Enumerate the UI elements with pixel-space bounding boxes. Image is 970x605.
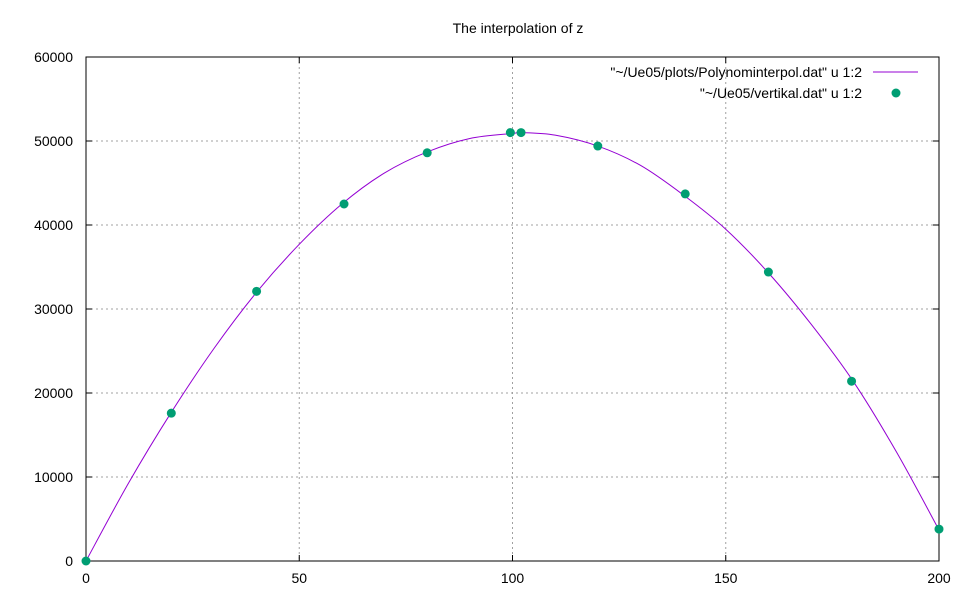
data-point-vertikal	[166, 408, 176, 418]
x-tick-label: 0	[82, 570, 90, 586]
y-tick-label: 40000	[34, 217, 73, 233]
legend-swatch-point	[891, 88, 901, 98]
data-point-vertikal	[81, 556, 91, 566]
y-tick-label: 60000	[34, 49, 73, 65]
data-point-vertikal	[505, 128, 515, 138]
x-tick-label: 100	[501, 570, 525, 586]
x-tick-label: 150	[714, 570, 738, 586]
data-point-vertikal	[339, 199, 349, 209]
data-point-vertikal	[252, 286, 262, 296]
series-layer	[81, 128, 944, 566]
grid-layer	[86, 57, 939, 561]
legend: "~/Ue05/plots/Polynominterpol.dat" u 1:2…	[610, 64, 918, 101]
y-tick-label: 10000	[34, 469, 73, 485]
series-line-polynominterpol	[85, 131, 940, 562]
data-point-vertikal	[680, 189, 690, 199]
y-tick-label: 20000	[34, 385, 73, 401]
x-tick-label: 200	[927, 570, 951, 586]
data-point-vertikal	[422, 148, 432, 158]
y-tick-label: 30000	[34, 301, 73, 317]
x-tick-label: 50	[291, 570, 307, 586]
data-point-vertikal	[516, 128, 526, 138]
legend-label: "~/Ue05/vertikal.dat" u 1:2	[700, 85, 862, 101]
data-point-vertikal	[593, 141, 603, 151]
y-tick-label: 50000	[34, 133, 73, 149]
data-point-vertikal	[847, 376, 857, 386]
y-tick-label: 0	[65, 553, 73, 569]
data-point-vertikal	[763, 267, 773, 277]
data-point-vertikal	[934, 524, 944, 534]
legend-label: "~/Ue05/plots/Polynominterpol.dat" u 1:2	[610, 64, 862, 80]
chart-title: The interpolation of z	[453, 20, 584, 36]
tick-layer: 0 50 100 150 200 0 10000 20000 30000 40000 50000 60…	[34, 49, 951, 586]
